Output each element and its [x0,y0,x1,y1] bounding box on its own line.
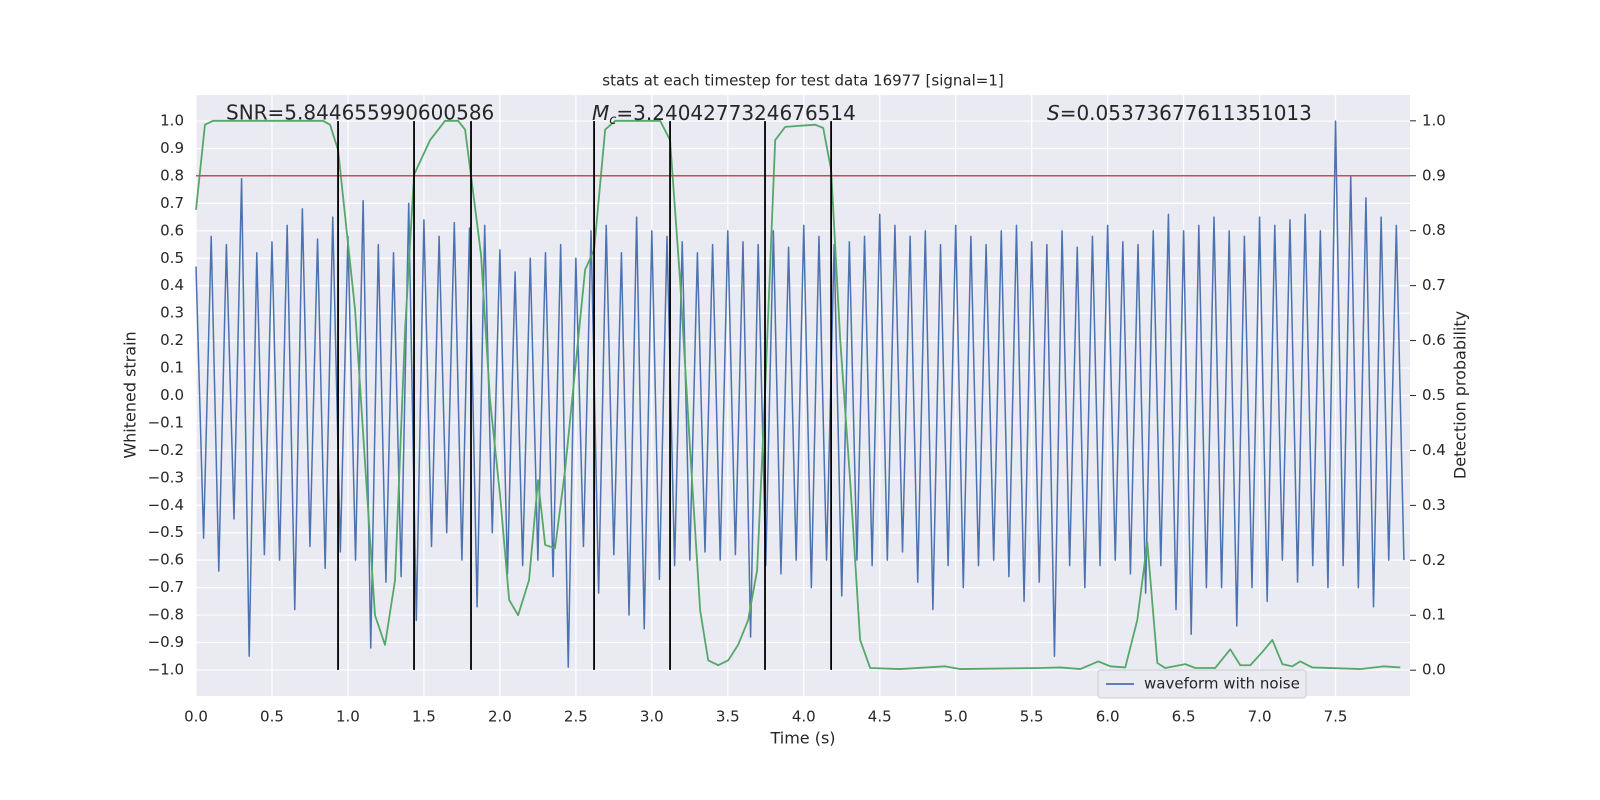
x-tick-label: 2.0 [488,708,512,726]
mc-annotation: Mc=3.2404277324676514 [592,101,856,128]
y-tick-label: −0.1 [148,413,184,431]
y-tick-label: 0.2 [160,331,184,349]
y2-tick-label: 0.8 [1422,221,1446,239]
x-tick-label: 1.5 [412,708,436,726]
x-tick-label: 2.5 [564,708,588,726]
y2-tick-label: 0.4 [1422,441,1446,459]
y2-tick-label: 0.9 [1422,166,1446,184]
y2-tick-label: 0.3 [1422,496,1446,514]
y-tick-label: −0.7 [148,578,184,596]
chart-title: stats at each timestep for test data 169… [602,72,1003,90]
x-tick-label: 1.0 [336,708,360,726]
legend: waveform with noise [1097,669,1307,699]
x-axis-label: Time (s) [769,729,835,748]
y-tick-label: −0.6 [148,551,184,569]
x-tick-label: 3.5 [716,708,740,726]
x-tick-label: 0.0 [184,708,208,726]
mc-symbol: M [592,101,609,125]
mc-subscript: c [609,113,616,128]
x-tick-label: 4.0 [792,708,816,726]
x-tick-label: 7.5 [1324,708,1348,726]
x-tick-label: 7.0 [1248,708,1272,726]
snr-annotation: SNR=5.844655990600586 [226,101,494,125]
x-tick-label: 0.5 [260,708,284,726]
y-tick-label: −0.3 [148,468,184,486]
y-tick-label: 1.0 [160,112,184,130]
series-line [195,120,1405,668]
y-tick-label: 0.3 [160,304,184,322]
legend-box [1097,669,1307,699]
y-tick-label: 0.5 [160,249,184,267]
s-symbol: S [1047,101,1060,125]
y-tick-label: −0.5 [148,523,184,541]
x-tick-label: 6.5 [1172,708,1196,726]
y-tick-label: −0.2 [148,441,184,459]
x-tick-label: 6.0 [1096,708,1120,726]
y2-tick-label: 1.0 [1422,111,1446,129]
y-tick-label: −0.4 [148,496,184,514]
mc-text: =3.2404277324676514 [616,101,855,125]
y-tick-label: 0.6 [160,221,184,239]
marks [195,119,1410,670]
legend-label: waveform with noise [1144,675,1300,693]
y-tick-label: 0.4 [160,276,184,294]
y-tick-label: −0.8 [148,606,184,624]
y2-tick-label: 0.5 [1422,386,1446,404]
y2-tick-label: 0.7 [1422,276,1446,294]
y-tick-label: 0.7 [160,194,184,212]
y2-axis-label: Detection probability [1451,311,1470,479]
y-tick-label: 0.0 [160,386,184,404]
y-tick-label: −0.9 [148,633,184,651]
s-text: =0.05373677611351013 [1060,101,1312,125]
y2-tick-label: 0.1 [1422,606,1446,624]
y2-tick-label: 0.6 [1422,331,1446,349]
y2-tick-label: 0.2 [1422,551,1446,569]
s-annotation: S=0.05373677611351013 [1047,101,1312,125]
y-tick-label: −1.0 [148,660,184,678]
y-tick-label: 0.9 [160,139,184,157]
series-line [195,119,1401,670]
x-tick-label: 4.5 [868,708,892,726]
x-tick-label: 3.0 [640,708,664,726]
y-tick-label: 0.8 [160,166,184,184]
x-tick-label: 5.5 [1020,708,1044,726]
x-tick-label: 5.0 [944,708,968,726]
y2-tick-label: 0.0 [1422,661,1446,679]
y-tick-label: 0.1 [160,359,184,377]
y-axis-label: Whitened strain [121,331,140,458]
